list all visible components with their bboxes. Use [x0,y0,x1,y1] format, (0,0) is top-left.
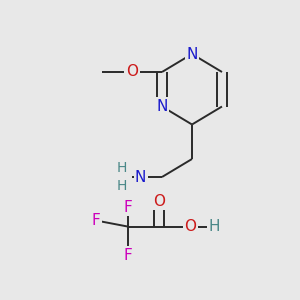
Text: F: F [92,213,100,228]
Text: F: F [123,248,132,262]
Text: N: N [135,169,146,184]
Text: N: N [156,99,168,114]
Text: H: H [209,219,220,234]
Text: O: O [126,64,138,80]
Text: N: N [186,46,198,62]
Text: H: H [116,179,127,193]
Text: F: F [123,200,132,214]
Text: O: O [153,194,165,208]
Text: O: O [184,219,196,234]
Text: H: H [116,161,127,175]
